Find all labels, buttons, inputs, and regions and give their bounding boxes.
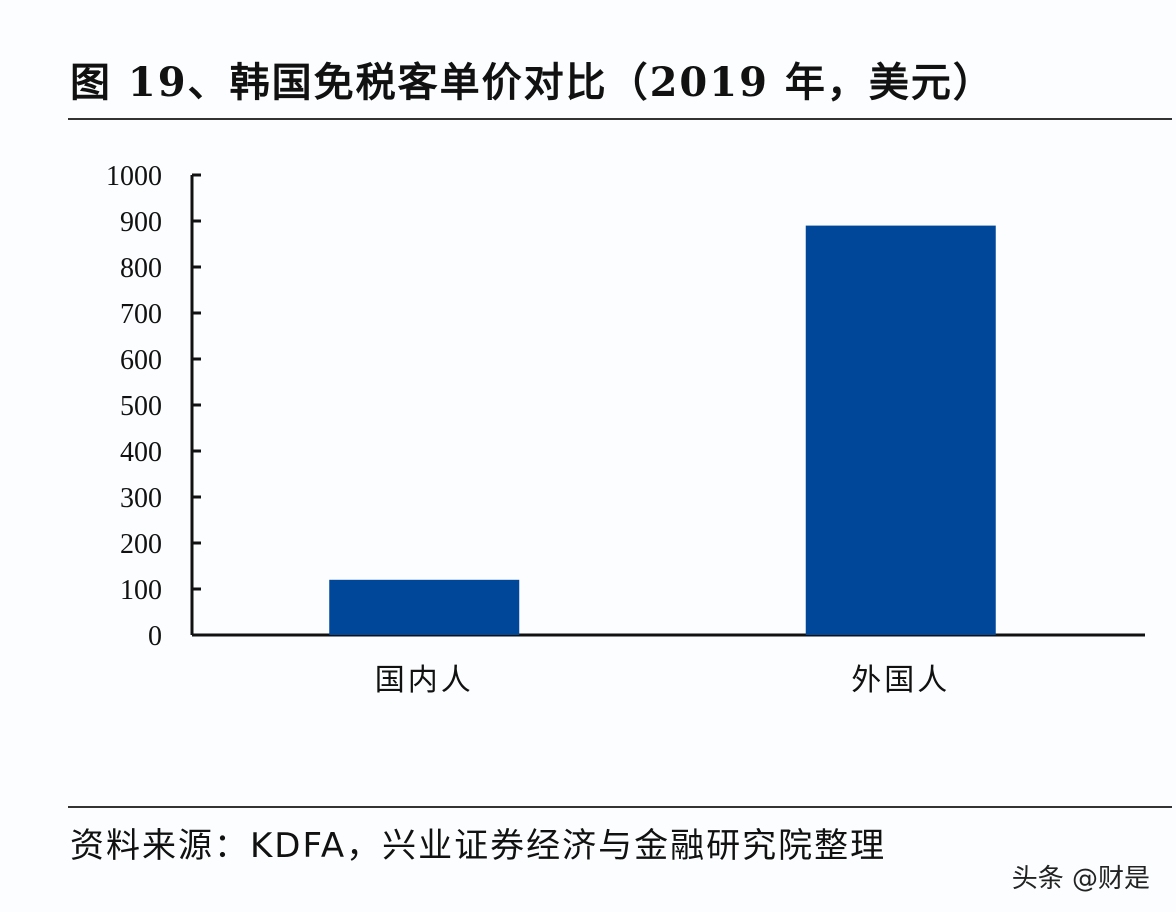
x-tick-label: 外国人 — [851, 663, 950, 698]
bar-2 — [805, 225, 996, 635]
watermark: 头条 @财是 — [1011, 864, 1150, 894]
bar-1 — [329, 579, 520, 635]
y-tick-label: 800 — [120, 253, 162, 284]
chart-title: 图 19、韩国免税客单价对比（2019 年，美元） — [70, 59, 995, 106]
y-tick-label: 500 — [120, 391, 162, 422]
y-tick-label: 700 — [120, 299, 162, 330]
y-tick-label: 1000 — [106, 161, 162, 192]
y-tick-label: 900 — [120, 207, 162, 238]
source-note: 资料来源：KDFA，兴业证券经济与金融研究院整理 — [70, 826, 887, 866]
bottom-divider — [68, 806, 1172, 808]
bar-chart: 0 100 200 300 400 500 600 700 800 900 1000 国内人 外国人 — [106, 161, 1145, 698]
top-divider — [68, 118, 1172, 120]
y-tick-label: 300 — [120, 483, 162, 514]
y-tick-label: 400 — [120, 437, 162, 468]
y-tick-label: 200 — [120, 529, 162, 560]
y-tick-label: 0 — [148, 621, 162, 652]
y-tick-label: 600 — [120, 345, 162, 376]
x-tick-label: 国内人 — [375, 663, 474, 698]
y-tick-label: 100 — [120, 575, 162, 606]
